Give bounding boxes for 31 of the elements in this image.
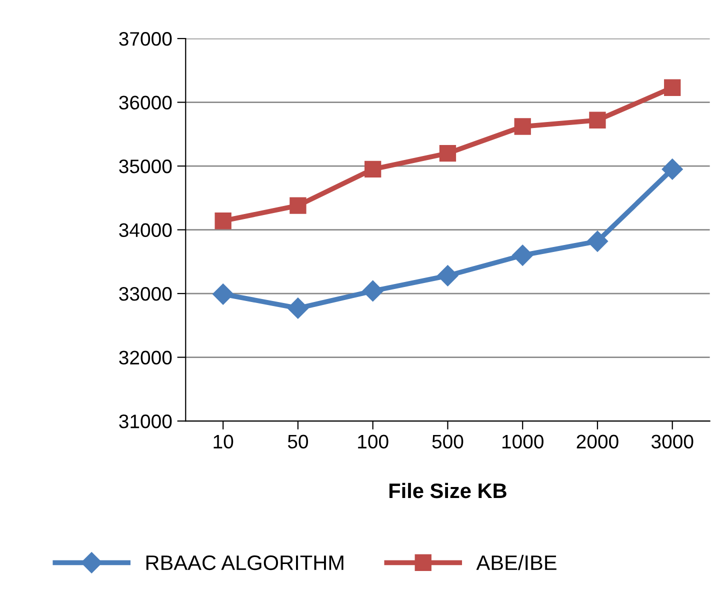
- y-tick-label: 34000: [119, 223, 172, 238]
- point: [364, 160, 382, 178]
- point: [589, 112, 606, 128]
- y-tick-label: 33000: [119, 287, 172, 301]
- y-tick-label: 36000: [119, 96, 172, 110]
- point: [362, 280, 384, 302]
- y-tick-label: 35000: [119, 160, 172, 174]
- legend-label: RBAAC ALGORITHM: [146, 555, 344, 570]
- x-tick-label: 500: [432, 434, 464, 449]
- x-tick-label: 3000: [651, 434, 694, 449]
- x-tick-label: 1000: [502, 434, 544, 449]
- y-tick-label: 37000: [119, 32, 172, 46]
- point: [212, 284, 234, 305]
- x-axis-title: File Size KB: [389, 482, 506, 498]
- point: [586, 230, 608, 252]
- y-tick-label: 32000: [119, 350, 172, 365]
- point: [437, 265, 458, 286]
- point: [287, 298, 308, 319]
- x-tick-label: 2000: [576, 434, 618, 449]
- legend-label: ABE/IBE: [476, 554, 556, 570]
- y-tick-label: 31000: [119, 414, 172, 428]
- point: [439, 144, 456, 162]
- x-tick-label: 10: [214, 434, 234, 449]
- point: [512, 244, 534, 266]
- point: [514, 118, 531, 135]
- point: [662, 158, 683, 180]
- point: [664, 79, 681, 96]
- x-tick-label: 50: [288, 434, 308, 449]
- point: [214, 212, 232, 230]
- x-tick-label: 100: [358, 434, 388, 449]
- point: [290, 197, 306, 214]
